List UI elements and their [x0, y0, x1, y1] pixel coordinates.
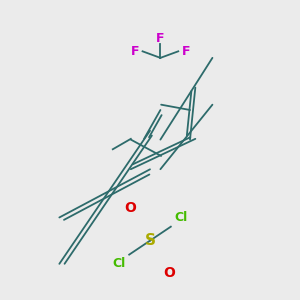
- Text: F: F: [131, 45, 140, 58]
- Text: O: O: [125, 201, 136, 215]
- Text: O: O: [164, 266, 175, 280]
- Text: Cl: Cl: [113, 257, 126, 270]
- Text: F: F: [156, 32, 165, 45]
- Text: Cl: Cl: [174, 211, 187, 224]
- Text: S: S: [145, 233, 155, 248]
- Text: F: F: [182, 45, 190, 58]
